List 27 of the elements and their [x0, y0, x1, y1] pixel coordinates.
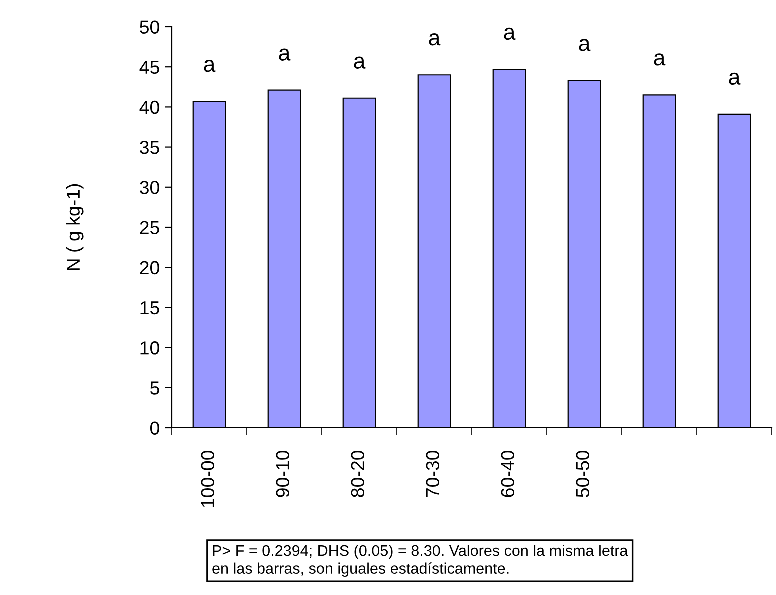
y-tick-label: 30: [140, 181, 160, 194]
y-tick-label: 20: [140, 261, 160, 275]
x-tick-label: 50-50: [576, 450, 590, 498]
y-tick-label: 35: [140, 141, 160, 154]
y-tick-label: 5: [150, 382, 160, 395]
x-tick-label: 60-40: [501, 450, 515, 498]
data-label: a: [729, 72, 741, 86]
data-label: a: [204, 60, 216, 72]
data-label: a: [654, 54, 666, 66]
y-tick-label: 10: [140, 342, 160, 355]
data-label: a: [579, 39, 591, 52]
x-tick-label: 100-00: [201, 450, 215, 508]
x-tick-label: 80-20: [351, 450, 365, 498]
y-tick-label: 40: [140, 100, 160, 114]
y-tick-label: 45: [140, 60, 160, 74]
y-tick-label: 15: [140, 302, 160, 315]
data-label: a: [354, 56, 366, 69]
y-tick-label: 50: [140, 20, 160, 34]
data-label: a: [279, 48, 291, 61]
y-tick-label: 25: [140, 221, 160, 234]
x-tick-label: 90-10: [276, 450, 290, 498]
x-tick-label: 70-30: [426, 450, 440, 498]
text: P> F = 0.2394; DHS (0.05) = 8.30. Valores con la misma letra en las barras, son iguales estadísticamente.: [212, 545, 628, 578]
y-axis-title: N ( g kg-1): [66, 184, 84, 270]
y-tick-label: 0: [150, 422, 160, 435]
data-label: a: [504, 28, 516, 40]
data-label: a: [429, 34, 441, 46]
